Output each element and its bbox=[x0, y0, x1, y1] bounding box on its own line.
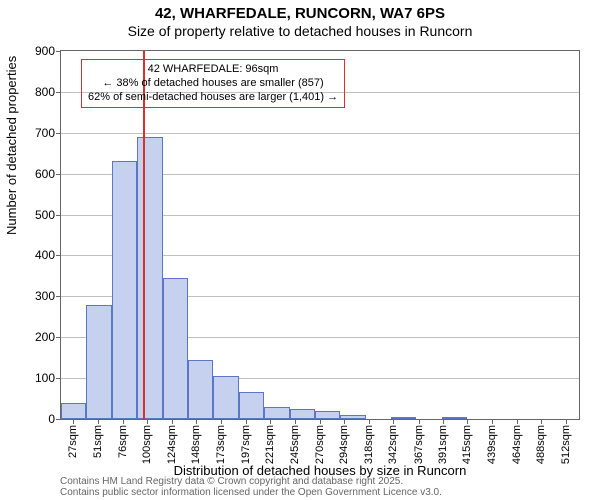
histogram-bar bbox=[163, 278, 188, 419]
xtick-mark bbox=[419, 419, 420, 424]
xtick-mark bbox=[295, 419, 296, 424]
annotation-line-2: ← 38% of detached houses are smaller (85… bbox=[88, 77, 338, 91]
xtick-mark bbox=[344, 419, 345, 424]
xtick-mark bbox=[147, 419, 148, 424]
xtick-mark bbox=[221, 419, 222, 424]
ytick-mark bbox=[56, 255, 61, 256]
ytick-mark bbox=[56, 337, 61, 338]
ytick-mark bbox=[56, 51, 61, 52]
attribution-line-2: Contains public sector information licen… bbox=[60, 487, 442, 498]
histogram-bar bbox=[290, 409, 315, 419]
ytick-mark bbox=[56, 296, 61, 297]
xtick-mark bbox=[443, 419, 444, 424]
xtick-mark bbox=[467, 419, 468, 424]
xtick-mark bbox=[517, 419, 518, 424]
y-axis-label: Number of detached properties bbox=[4, 56, 19, 235]
gridline bbox=[61, 133, 579, 134]
annotation-line-1: 42 WHARFEDALE: 96sqm bbox=[88, 63, 338, 77]
histogram-bar bbox=[61, 403, 86, 419]
xtick-mark bbox=[566, 419, 567, 424]
histogram-bar bbox=[86, 305, 111, 419]
xtick-mark bbox=[123, 419, 124, 424]
ytick-label: 600 bbox=[25, 167, 55, 181]
xtick-mark bbox=[541, 419, 542, 424]
xtick-mark bbox=[270, 419, 271, 424]
ytick-label: 400 bbox=[25, 248, 55, 262]
ytick-mark bbox=[56, 174, 61, 175]
ytick-label: 100 bbox=[25, 371, 55, 385]
chart-subtitle: Size of property relative to detached ho… bbox=[0, 23, 600, 39]
ytick-label: 700 bbox=[25, 126, 55, 140]
xtick-mark bbox=[172, 419, 173, 424]
histogram-bar bbox=[188, 360, 213, 419]
histogram-bar bbox=[391, 417, 416, 419]
histogram-bar bbox=[213, 376, 238, 419]
ytick-label: 500 bbox=[25, 208, 55, 222]
histogram-bar bbox=[112, 161, 137, 419]
histogram-bar bbox=[137, 137, 162, 419]
xtick-mark bbox=[196, 419, 197, 424]
xtick-mark bbox=[73, 419, 74, 424]
xtick-mark bbox=[369, 419, 370, 424]
xtick-mark bbox=[246, 419, 247, 424]
ytick-label: 300 bbox=[25, 289, 55, 303]
ytick-label: 0 bbox=[25, 412, 55, 426]
ytick-mark bbox=[56, 378, 61, 379]
ytick-mark bbox=[56, 215, 61, 216]
chart-container: 42, WHARFEDALE, RUNCORN, WA7 6PS Size of… bbox=[0, 0, 600, 500]
histogram-bar bbox=[239, 392, 264, 419]
histogram-bar bbox=[340, 415, 365, 419]
xtick-mark bbox=[320, 419, 321, 424]
plot-area: 010020030040050060070080090027sqm51sqm76… bbox=[60, 50, 580, 420]
xtick-mark bbox=[98, 419, 99, 424]
xtick-mark bbox=[393, 419, 394, 424]
ytick-mark bbox=[56, 419, 61, 420]
attribution-text: Contains HM Land Registry data © Crown c… bbox=[60, 476, 442, 498]
ytick-label: 200 bbox=[25, 330, 55, 344]
attribution-line-1: Contains HM Land Registry data © Crown c… bbox=[60, 476, 442, 487]
ytick-label: 900 bbox=[25, 44, 55, 58]
xtick-mark bbox=[492, 419, 493, 424]
histogram-bar bbox=[315, 411, 340, 419]
annotation-box: 42 WHARFEDALE: 96sqm← 38% of detached ho… bbox=[81, 59, 345, 108]
chart-title: 42, WHARFEDALE, RUNCORN, WA7 6PS bbox=[0, 0, 600, 23]
annotation-line-3: 62% of semi-detached houses are larger (… bbox=[88, 91, 338, 105]
ytick-mark bbox=[56, 133, 61, 134]
histogram-bar bbox=[264, 407, 289, 419]
ytick-label: 800 bbox=[25, 85, 55, 99]
histogram-bar bbox=[442, 417, 467, 419]
ytick-mark bbox=[56, 92, 61, 93]
